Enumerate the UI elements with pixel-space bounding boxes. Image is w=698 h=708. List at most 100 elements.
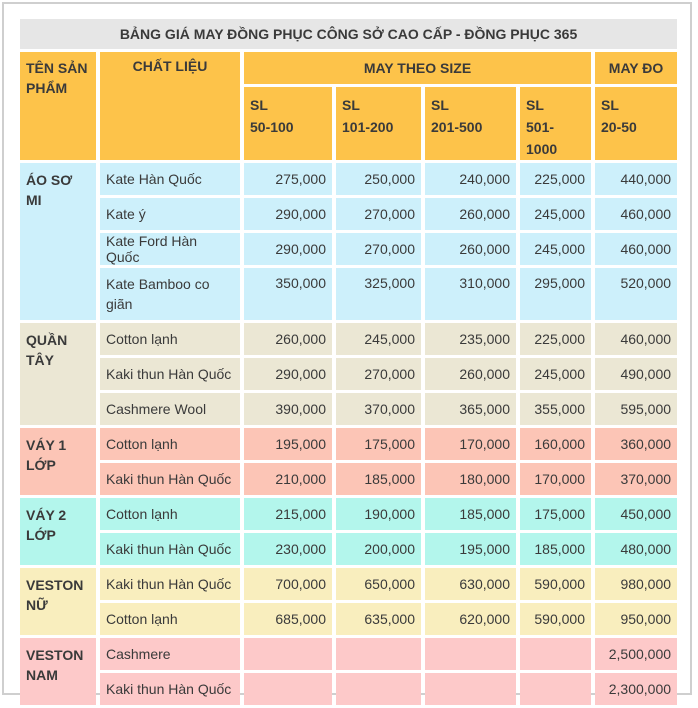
table-row: VÁY 2 LỚP Cotton lạnh 215,000 190,000 18… <box>20 498 678 565</box>
price-cell: 175,000 <box>520 498 591 530</box>
material-cell: Kaki thun Hàn Quốc <box>100 463 240 495</box>
table-title: BẢNG GIÁ MAY ĐỒNG PHỤC CÔNG SỞ CAO CẤP -… <box>20 19 678 49</box>
table-row: VÁY 1 LỚP Cotton lạnh 195,000 175,000 17… <box>20 428 678 495</box>
price-cell: 215,000 <box>244 498 332 530</box>
table-row: Kaki thun Hàn Quốc 230,000 200,000 195,0… <box>20 533 678 565</box>
header-tier-1: SL 50-100 <box>244 87 332 160</box>
price-cell: 590,000 <box>520 568 591 600</box>
table-row: Kate Bamboo co giãn 350,000 325,000 310,… <box>20 268 678 320</box>
price-cell: 260,000 <box>425 233 516 265</box>
material-cell: Cashmere Wool <box>100 393 240 425</box>
header-by-size: MAY THEO SIZE <box>244 52 591 84</box>
price-cell: 295,000 <box>520 268 591 320</box>
custom-price-cell: 2,300,000 <box>595 673 678 705</box>
material-cell: Cotton lạnh <box>100 323 240 355</box>
price-cell <box>244 638 332 670</box>
custom-price-cell: 450,000 <box>595 498 678 530</box>
price-cell: 270,000 <box>336 233 421 265</box>
material-cell: Cotton lạnh <box>100 428 240 460</box>
table-row: Cotton lạnh 685,000 635,000 620,000 590,… <box>20 603 678 635</box>
group-veston-nam: VESTON NAM <box>20 638 96 705</box>
custom-price-cell: 370,000 <box>595 463 678 495</box>
price-cell: 245,000 <box>336 323 421 355</box>
table-row: VESTON NỮ Kaki thun Hàn Quốc 700,000 650… <box>20 568 678 635</box>
custom-price-cell: 460,000 <box>595 323 678 355</box>
custom-price-cell: 360,000 <box>595 428 678 460</box>
price-cell: 290,000 <box>244 233 332 265</box>
price-cell <box>336 673 421 705</box>
price-cell: 225,000 <box>520 163 591 195</box>
price-cell <box>336 638 421 670</box>
table-row: VESTON NAM Cashmere 2,500,000 <box>20 638 678 705</box>
price-cell: 245,000 <box>520 358 591 390</box>
header-product: TÊN SẢN PHẨM <box>20 52 96 160</box>
price-cell: 260,000 <box>425 198 516 230</box>
header-custom-tier: SL 20-50 <box>595 87 678 160</box>
price-cell: 175,000 <box>336 428 421 460</box>
price-cell <box>520 673 591 705</box>
price-cell <box>425 673 516 705</box>
price-cell: 170,000 <box>520 463 591 495</box>
header-material: CHẤT LIỆU <box>100 52 240 160</box>
price-cell: 260,000 <box>244 323 332 355</box>
price-cell: 275,000 <box>244 163 332 195</box>
table-row: Kaki thun Hàn Quốc 210,000 185,000 180,0… <box>20 463 678 495</box>
price-cell: 170,000 <box>425 428 516 460</box>
table-row: Kaki thun Hàn Quốc 2,300,000 <box>20 673 678 705</box>
group-quan-tay: QUẦN TÂY <box>20 323 96 425</box>
price-cell: 210,000 <box>244 463 332 495</box>
material-cell: Kaki thun Hàn Quốc <box>100 673 240 705</box>
price-cell: 230,000 <box>244 533 332 565</box>
price-cell: 270,000 <box>336 198 421 230</box>
custom-price-cell: 480,000 <box>595 533 678 565</box>
price-cell: 310,000 <box>425 268 516 320</box>
material-cell: Cashmere <box>100 638 240 670</box>
price-cell: 225,000 <box>520 323 591 355</box>
group-vay-1-lop: VÁY 1 LỚP <box>20 428 96 495</box>
group-ao-so-mi: ÁO SƠ MI <box>20 163 96 320</box>
header-tier-3: SL 201-500 <box>425 87 516 160</box>
price-cell: 370,000 <box>336 393 421 425</box>
price-cell: 650,000 <box>336 568 421 600</box>
table-row: Kate Ford Hàn Quốc 290,000 270,000 260,0… <box>20 233 678 265</box>
price-cell: 160,000 <box>520 428 591 460</box>
price-cell: 235,000 <box>425 323 516 355</box>
custom-price-cell: 595,000 <box>595 393 678 425</box>
custom-price-cell: 2,500,000 <box>595 638 678 670</box>
price-cell: 365,000 <box>425 393 516 425</box>
price-cell: 355,000 <box>520 393 591 425</box>
custom-price-cell: 490,000 <box>595 358 678 390</box>
price-cell: 270,000 <box>336 358 421 390</box>
price-cell: 195,000 <box>244 428 332 460</box>
material-cell: Kaki thun Hàn Quốc <box>100 533 240 565</box>
price-cell: 390,000 <box>244 393 332 425</box>
group-vay-2-lop: VÁY 2 LỚP <box>20 498 96 565</box>
price-cell: 685,000 <box>244 603 332 635</box>
price-cell: 185,000 <box>336 463 421 495</box>
table-row: Kate ý 290,000 270,000 260,000 245,000 4… <box>20 198 678 230</box>
price-cell <box>244 673 332 705</box>
table-row: Cashmere Wool 390,000 370,000 365,000 35… <box>20 393 678 425</box>
price-cell: 325,000 <box>336 268 421 320</box>
header-tier-2: SL 101-200 <box>336 87 421 160</box>
table-row: Kaki thun Hàn Quốc 290,000 270,000 260,0… <box>20 358 678 390</box>
price-cell: 350,000 <box>244 268 332 320</box>
custom-price-cell: 980,000 <box>595 568 678 600</box>
price-cell: 620,000 <box>425 603 516 635</box>
price-cell: 290,000 <box>244 198 332 230</box>
material-cell: Cotton lạnh <box>100 603 240 635</box>
material-cell: Cotton lạnh <box>100 498 240 530</box>
price-cell: 630,000 <box>425 568 516 600</box>
price-cell: 240,000 <box>425 163 516 195</box>
custom-price-cell: 460,000 <box>595 198 678 230</box>
price-cell: 590,000 <box>520 603 591 635</box>
price-cell: 700,000 <box>244 568 332 600</box>
price-cell: 245,000 <box>520 233 591 265</box>
price-cell: 190,000 <box>336 498 421 530</box>
material-cell: Kate Hàn Quốc <box>100 163 240 195</box>
material-cell: Kate Ford Hàn Quốc <box>100 233 240 265</box>
price-cell: 185,000 <box>520 533 591 565</box>
header-custom: MAY ĐO <box>595 52 678 84</box>
material-cell: Kate ý <box>100 198 240 230</box>
